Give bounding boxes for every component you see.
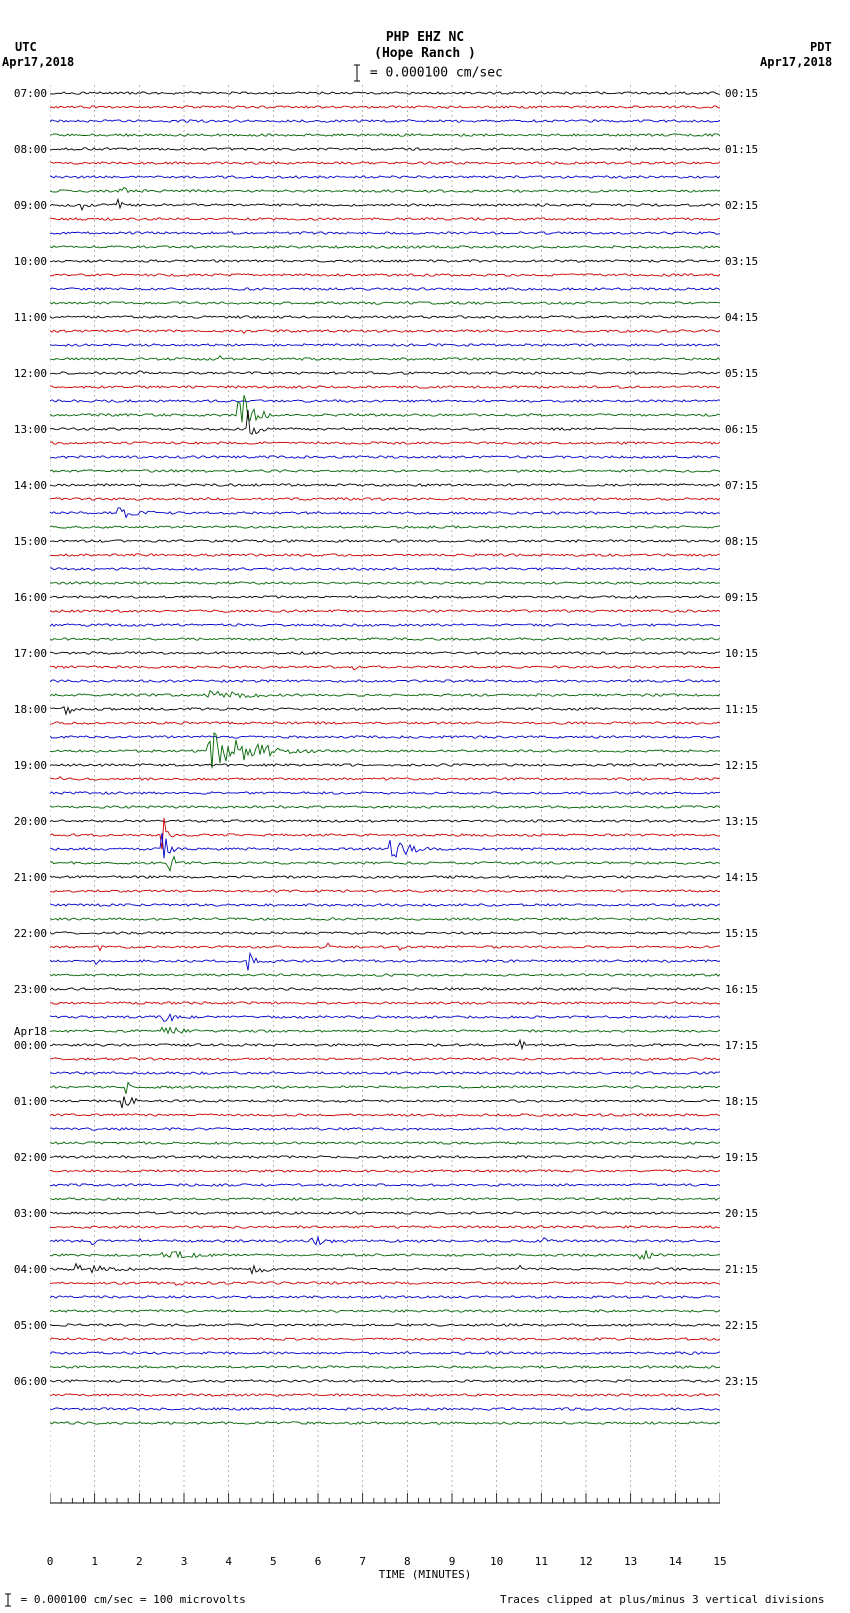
right-time-label: 12:15 (725, 759, 758, 772)
right-time-label: 17:15 (725, 1039, 758, 1052)
left-time-label: 03:00 (2, 1207, 47, 1220)
right-time-label: 19:15 (725, 1151, 758, 1164)
xaxis-tick-label: 5 (270, 1555, 277, 1568)
left-time-label: 13:00 (2, 423, 47, 436)
footer-note: Traces clipped at plus/minus 3 vertical … (500, 1593, 825, 1606)
xaxis-tick-label: 3 (181, 1555, 188, 1568)
left-time-label: 22:00 (2, 927, 47, 940)
right-time-label: 11:15 (725, 703, 758, 716)
station-code: PHP EHZ NC (386, 30, 464, 45)
right-time-label: 07:15 (725, 479, 758, 492)
right-time-label: 22:15 (725, 1319, 758, 1332)
right-time-label: 08:15 (725, 535, 758, 548)
right-time-label: 13:15 (725, 815, 758, 828)
xaxis-tick-label: 2 (136, 1555, 143, 1568)
right-time-label: 05:15 (725, 367, 758, 380)
left-time-label: 19:00 (2, 759, 47, 772)
left-time-label: 11:00 (2, 311, 47, 324)
station-name: (Hope Ranch ) (374, 46, 476, 61)
left-time-label: 00:00 (2, 1039, 47, 1052)
xaxis-tick-label: 6 (315, 1555, 322, 1568)
left-time-label: 10:00 (2, 255, 47, 268)
xaxis-title: TIME (MINUTES) (379, 1568, 472, 1581)
xaxis-tick-label: 4 (225, 1555, 232, 1568)
right-time-label: 23:15 (725, 1375, 758, 1388)
xaxis-tick-label: 1 (91, 1555, 98, 1568)
left-time-label: Apr18 (2, 1025, 47, 1038)
right-time-label: 18:15 (725, 1095, 758, 1108)
xaxis-tick-label: 10 (490, 1555, 503, 1568)
right-time-label: 04:15 (725, 311, 758, 324)
xaxis-tick-label: 12 (579, 1555, 592, 1568)
left-time-label: 18:00 (2, 703, 47, 716)
right-time-label: 14:15 (725, 871, 758, 884)
scale-marker: = 0.000100 cm/sec (352, 64, 503, 82)
left-time-label: 12:00 (2, 367, 47, 380)
xaxis-tick-label: 14 (669, 1555, 682, 1568)
left-time-label: 04:00 (2, 1263, 47, 1276)
left-time-label: 08:00 (2, 143, 47, 156)
left-time-label: 16:00 (2, 591, 47, 604)
xaxis-tick-label: 13 (624, 1555, 637, 1568)
right-time-label: 01:15 (725, 143, 758, 156)
right-time-label: 21:15 (725, 1263, 758, 1276)
right-time-label: 16:15 (725, 983, 758, 996)
right-time-label: 03:15 (725, 255, 758, 268)
right-time-label: 10:15 (725, 647, 758, 660)
right-time-label: 00:15 (725, 87, 758, 100)
left-time-label: 14:00 (2, 479, 47, 492)
right-time-label: 02:15 (725, 199, 758, 212)
xaxis-tick-label: 7 (359, 1555, 366, 1568)
left-time-label: 02:00 (2, 1151, 47, 1164)
right-time-label: 06:15 (725, 423, 758, 436)
xaxis-tick-label: 15 (713, 1555, 726, 1568)
left-time-label: 17:00 (2, 647, 47, 660)
left-time-label: 23:00 (2, 983, 47, 996)
left-time-label: 05:00 (2, 1319, 47, 1332)
seismogram-plot (50, 85, 720, 1565)
xaxis-tick-label: 8 (404, 1555, 411, 1568)
right-time-label: 20:15 (725, 1207, 758, 1220)
xaxis-tick-label: 9 (449, 1555, 456, 1568)
utc-label: UTC (15, 40, 37, 54)
left-time-label: 20:00 (2, 815, 47, 828)
left-time-label: 15:00 (2, 535, 47, 548)
left-time-label: 07:00 (2, 87, 47, 100)
utc-date: Apr17,2018 (2, 55, 74, 69)
xaxis-tick-label: 11 (535, 1555, 548, 1568)
right-time-label: 15:15 (725, 927, 758, 940)
pdt-label: PDT (810, 40, 832, 54)
xaxis-tick-label: 0 (47, 1555, 54, 1568)
left-time-label: 21:00 (2, 871, 47, 884)
left-time-label: 01:00 (2, 1095, 47, 1108)
footer-scale: = 0.000100 cm/sec = 100 microvolts (2, 1593, 246, 1607)
pdt-date: Apr17,2018 (760, 55, 832, 69)
left-time-label: 06:00 (2, 1375, 47, 1388)
left-time-label: 09:00 (2, 199, 47, 212)
right-time-label: 09:15 (725, 591, 758, 604)
